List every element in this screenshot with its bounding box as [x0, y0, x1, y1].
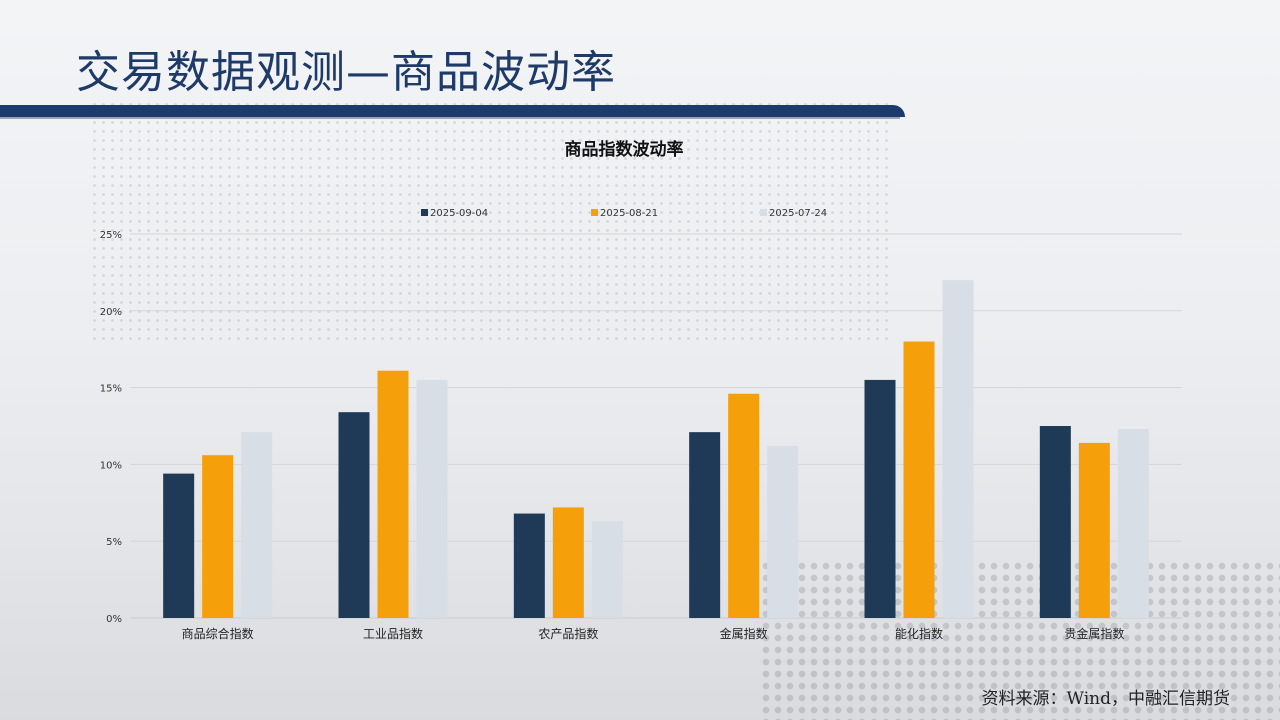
x-tick-label: 能化指数: [895, 626, 943, 641]
legend-swatch: [591, 209, 598, 216]
chart-title: 商品指数波动率: [565, 139, 684, 160]
bar: [552, 507, 584, 618]
bar: [241, 432, 273, 618]
data-source: 资料来源：Wind，中融汇信期货: [981, 689, 1230, 709]
legend-swatch: [421, 209, 428, 216]
y-tick-label: 10%: [100, 460, 122, 471]
x-tick-label: 金属指数: [720, 626, 768, 641]
x-tick-label: 农产品指数: [538, 626, 598, 641]
bar: [1117, 429, 1149, 618]
y-tick-label: 25%: [100, 230, 122, 241]
x-tick-label: 贵金属指数: [1064, 626, 1124, 641]
y-tick-label: 15%: [100, 384, 122, 395]
bar: [689, 432, 721, 618]
legend-swatch: [760, 209, 767, 216]
x-tick-label: 商品综合指数: [182, 626, 254, 641]
gridlines: [130, 233, 1182, 619]
x-tick-label: 工业品指数: [363, 626, 423, 641]
legend-label: 2025-07-24: [769, 208, 827, 219]
bar: [942, 280, 974, 618]
y-axis: 0% 5% 10% 15% 20% 25%: [100, 230, 122, 625]
y-tick-label: 0%: [106, 614, 122, 625]
bars: [163, 280, 1149, 618]
bar: [377, 370, 409, 618]
y-tick-label: 20%: [100, 307, 122, 318]
hexagon-pattern: [760, 560, 1280, 720]
bar: [903, 341, 935, 618]
legend: 2025-09-04 2025-08-21 2025-07-24: [421, 208, 827, 219]
bar: [591, 521, 623, 618]
bar: [416, 379, 448, 618]
bar: [728, 393, 760, 618]
bar: [1078, 442, 1110, 618]
title-underline-bar: [0, 105, 905, 117]
bar: [513, 513, 545, 618]
bar: [767, 445, 799, 618]
bar: [202, 455, 234, 618]
bar: [1039, 426, 1071, 618]
slide-title: 交易数据观测—商品波动率: [76, 47, 616, 98]
bar: [864, 379, 896, 618]
title-underline-thin: [0, 117, 900, 119]
legend-label: 2025-09-04: [430, 208, 488, 219]
bar: [163, 473, 195, 618]
x-axis: 商品综合指数 工业品指数 农产品指数 金属指数 能化指数 贵金属指数: [182, 626, 1125, 641]
world-map-dots: [90, 100, 890, 340]
y-tick-label: 5%: [106, 537, 122, 548]
legend-label: 2025-08-21: [600, 208, 658, 219]
bar: [338, 412, 370, 618]
